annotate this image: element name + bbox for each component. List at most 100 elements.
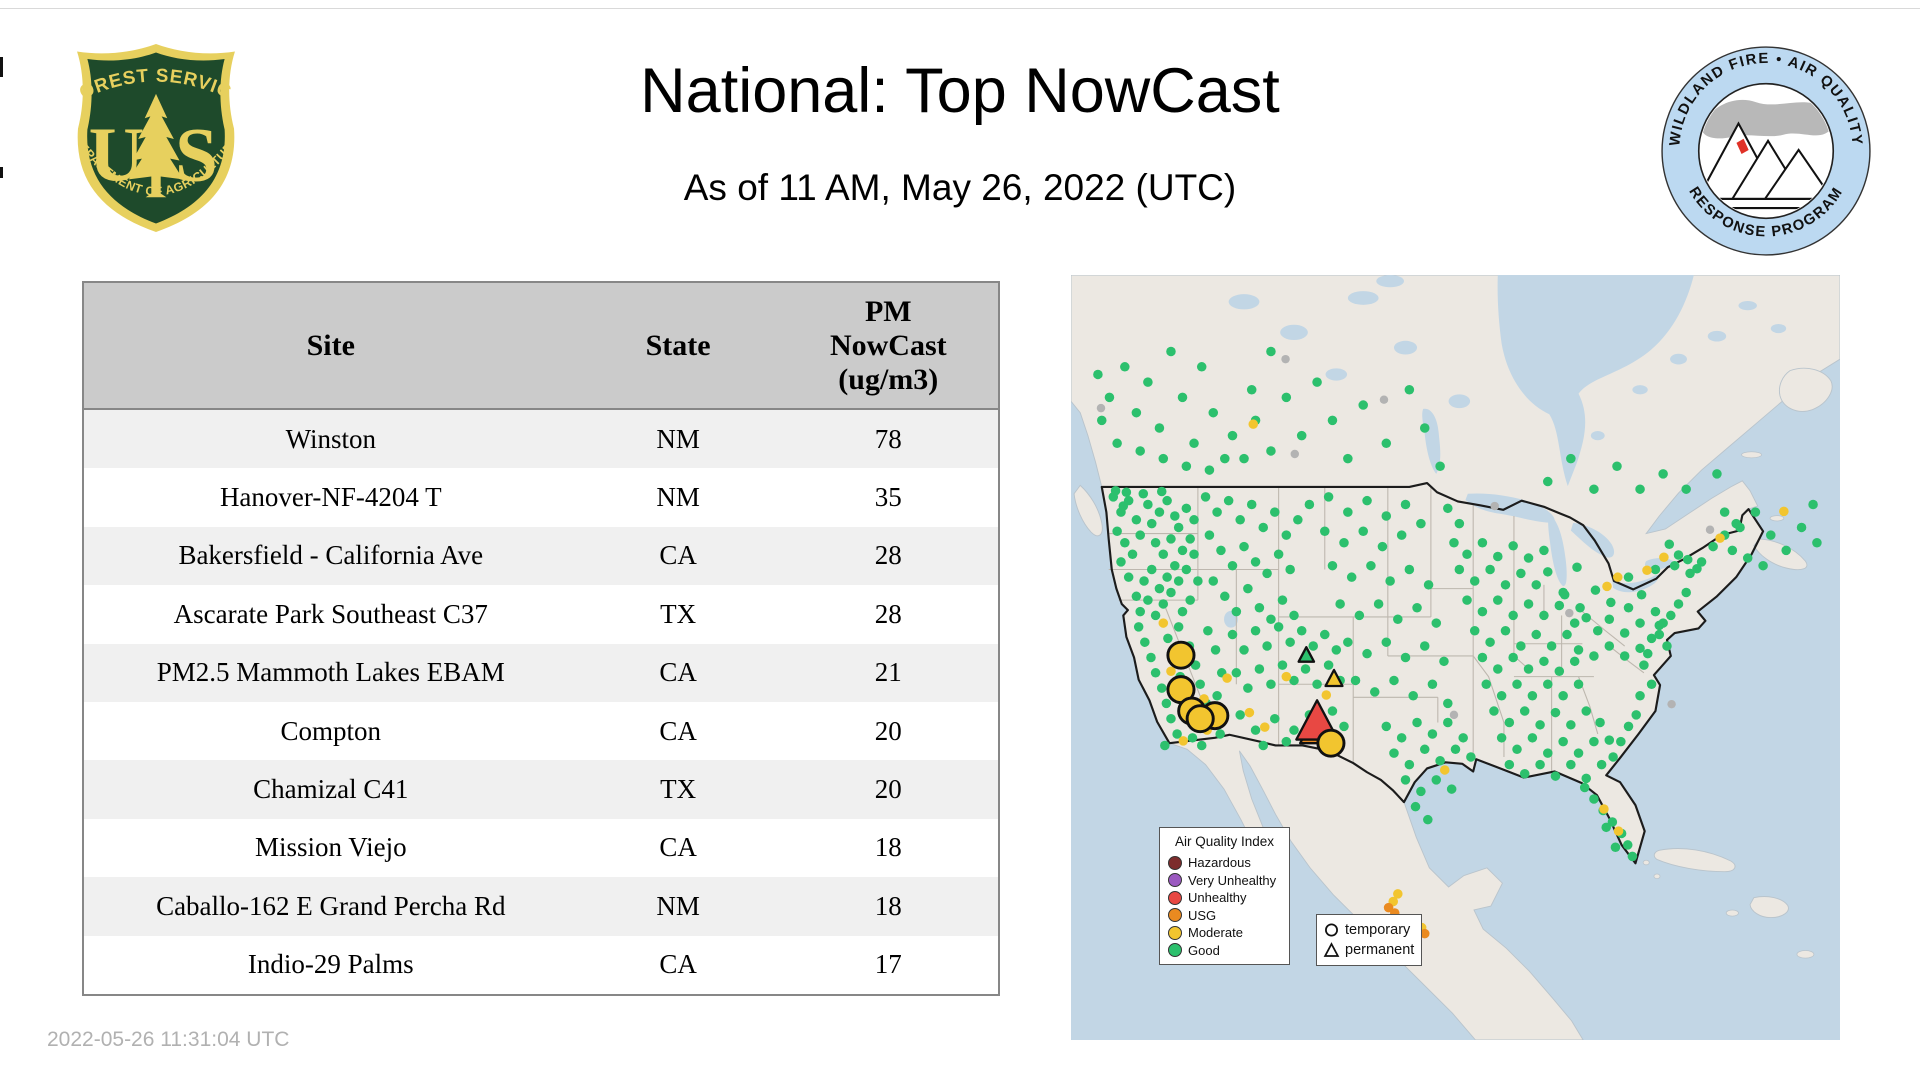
monitor-dot-nodata (1667, 699, 1676, 709)
monitor-dot-nodata (1449, 710, 1459, 720)
table-row: Chamizal C41 TX 20 (84, 760, 998, 819)
monitor-dot-good (1692, 564, 1702, 574)
page-title: National: Top NowCast (640, 56, 1280, 126)
monitor-dot-good (1554, 600, 1565, 611)
map-lake (1325, 368, 1348, 381)
monitor-dot-good (1285, 564, 1295, 575)
monitor-dot-good (1138, 489, 1149, 499)
monitor-dot-good (1189, 438, 1199, 449)
monitor-dot-good (1162, 572, 1172, 582)
monitor-dot-good (1539, 656, 1549, 667)
map-lake (1738, 301, 1757, 311)
monitor-dot-good (1419, 423, 1430, 433)
monitor-dot-good (1196, 740, 1207, 751)
monitor-dot-nodata (1379, 395, 1389, 404)
monitor-dot-good (1500, 580, 1511, 590)
monitor-dot-good (1531, 580, 1542, 590)
monitor-dot-good (1235, 515, 1245, 525)
monitor-dot-good (1343, 453, 1353, 464)
monitor-dot-good (1243, 683, 1253, 693)
temporary-monitor-circle (1185, 704, 1215, 734)
monitor-dot-good (1133, 622, 1144, 632)
monitor-dot-good (1554, 666, 1565, 677)
monitor-dot-good (1619, 628, 1630, 638)
monitor-dot-good (1558, 587, 1568, 598)
monitor-dot-good (1523, 599, 1534, 609)
monitor-dot-good (1682, 554, 1693, 565)
monitor-dot-good (1575, 603, 1585, 613)
aqi-color-dot-icon (1168, 855, 1182, 870)
monitor-dot-good (1419, 641, 1430, 651)
monitor-dot-good (1439, 656, 1449, 667)
aqi-legend-entry: USG (1168, 907, 1281, 925)
map-lake (1707, 330, 1727, 342)
top-nowcast-table: Site State PM NowCast (ug/m3) Winston NM 78 H… (82, 281, 1000, 996)
monitor-dot-good (1454, 564, 1465, 575)
monitor-dot-good (1493, 595, 1503, 605)
monitor-dot-good (1239, 453, 1249, 464)
monitor-dot-good (1477, 538, 1488, 548)
monitor-dot-good (1419, 744, 1430, 755)
monitor-dot-good (1277, 595, 1288, 605)
map-island (1749, 896, 1789, 919)
monitor-dot-good (1323, 492, 1334, 502)
monitor-dot-good (1262, 641, 1272, 651)
monitor-dot-good (1362, 495, 1372, 506)
monitor-dot-good (1631, 710, 1641, 720)
monitor-dot-good (1312, 377, 1322, 387)
cell-site: Winston (285, 423, 376, 454)
aqi-legend-label: Very Unhealthy (1188, 872, 1277, 888)
monitor-dot-good (1389, 748, 1399, 758)
monitor-dot-good (1177, 545, 1188, 556)
monitor-dot-good (1454, 518, 1465, 529)
monitor-dot-good (1616, 736, 1626, 747)
monitor-dot-good (1323, 660, 1334, 670)
monitor-dot-good (1477, 606, 1488, 617)
state-border-line (1608, 645, 1645, 674)
aqi-color-dot-icon (1168, 890, 1182, 905)
monitor-dot-good (1569, 618, 1580, 628)
monitor-dot-good (1443, 503, 1453, 514)
map-island (1779, 367, 1833, 412)
monitor-dot-good (1669, 560, 1680, 571)
map-lake (1465, 493, 1555, 523)
monitor-dot-good (1808, 499, 1818, 510)
monitor-map: Air Quality Index Hazardous Very Unhealth… (1071, 275, 1840, 1040)
monitor-dot-good (1300, 664, 1311, 674)
monitor-dot-good (1346, 572, 1357, 582)
monitor-dot-good (1423, 814, 1433, 825)
monitor-dot-good (1443, 698, 1453, 709)
monitor-dot-good (1404, 385, 1415, 395)
monitor-dot-good (1696, 557, 1707, 567)
monitor-dot-good (1208, 576, 1219, 586)
table-body: Winston NM 78 Hanover-NF-4204 T NM 35 Bakersfi… (84, 410, 998, 994)
table-row: Hanover-NF-4204 T NM 35 (84, 468, 998, 526)
us-border-line (1100, 482, 1765, 865)
monitor-dot-good (1458, 733, 1468, 743)
monitor-dot-good (1431, 618, 1442, 628)
cell-pm-nowcast: 20 (874, 774, 902, 805)
monitor-dot-moderate (1248, 419, 1259, 429)
monitor-dot-good (1579, 782, 1590, 793)
monitor-dot-good (1469, 625, 1480, 636)
monitor-dot-good (1158, 599, 1169, 609)
monitor-dot-good (1516, 641, 1526, 651)
monitor-dot-good (1350, 675, 1361, 686)
monitor-dot-good (1187, 733, 1198, 743)
monitor-dot-nodata (1705, 525, 1715, 534)
map-island (1642, 859, 1650, 866)
monitor-dot-good (1566, 453, 1576, 464)
map-lake (1670, 353, 1687, 365)
monitor-dot-good (1523, 664, 1534, 674)
monitor-dot-good (1143, 595, 1153, 605)
monitor-dot-good (1610, 842, 1621, 852)
monitor-dot-good (1635, 618, 1645, 628)
monitor-dot-good (1543, 476, 1553, 487)
monitor-dot-good (1112, 438, 1122, 449)
aqi-legend-label: Unhealthy (1188, 890, 1247, 906)
cell-state: NM (656, 423, 700, 454)
left-edge-mark (0, 167, 3, 178)
monitor-dot-good (1508, 610, 1518, 621)
monitor-dot-good (1281, 530, 1292, 540)
monitor-dot-good (1203, 625, 1213, 636)
